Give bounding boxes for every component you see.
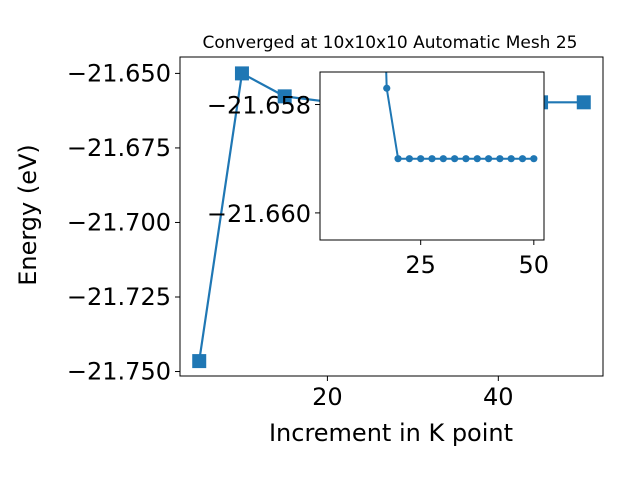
inset-series-clip <box>383 72 538 163</box>
inset-plot-frame <box>319 71 545 241</box>
main-x-tick-label: 20 <box>312 383 343 411</box>
inset-y-tick-label: −21.660 <box>207 200 311 228</box>
inset-axes: 25 50 −21.660 −21.658 <box>207 71 549 279</box>
inset-data-point <box>496 155 504 163</box>
main-y-tick-label: −21.750 <box>67 358 171 386</box>
y-axis-label: Energy (eV) <box>14 144 42 286</box>
inset-x-tick-label: 25 <box>405 251 436 279</box>
main-data-point <box>277 89 292 104</box>
inset-data-point <box>518 155 527 163</box>
inset-data-point <box>383 84 391 92</box>
inset-data-point <box>428 155 436 163</box>
main-x-tick-label: 40 <box>483 383 514 411</box>
inset-ticks: 25 50 −21.660 −21.658 <box>207 92 549 279</box>
inset-series <box>383 72 538 163</box>
main-data-point <box>576 95 591 110</box>
chart-title: Converged at 10x10x10 Automatic Mesh 25 <box>203 33 578 53</box>
main-data-point <box>192 354 207 369</box>
inset-data-point <box>530 155 538 163</box>
inset-data-point <box>394 155 402 163</box>
inset-data-point <box>507 155 515 163</box>
inset-data-point <box>484 155 493 163</box>
inset-x-tick-label: 50 <box>519 251 550 279</box>
main-y-tick-label: −21.725 <box>67 283 171 311</box>
inset-data-point <box>439 155 447 163</box>
inset-data-point <box>462 155 470 163</box>
main-y-tick-label: −21.650 <box>67 59 171 87</box>
main-ticks: 20 40 −21.650 −21.675 −21.700 −21.725 −21.750 <box>67 59 514 411</box>
main-axes: Converged at 10x10x10 Automatic Mesh 25 … <box>14 33 604 447</box>
inset-data-point <box>473 155 481 163</box>
inset-data-point <box>405 155 413 163</box>
main-y-tick-label: −21.700 <box>67 208 171 236</box>
main-plot-frame <box>179 56 604 377</box>
x-axis-label: Increment in K point <box>269 419 513 447</box>
main-data-point <box>234 66 249 81</box>
main-y-tick-label: −21.675 <box>67 134 171 162</box>
inset-data-point <box>417 155 425 163</box>
inset-y-tick-label: −21.658 <box>207 92 311 120</box>
inset-data-point <box>451 155 459 163</box>
